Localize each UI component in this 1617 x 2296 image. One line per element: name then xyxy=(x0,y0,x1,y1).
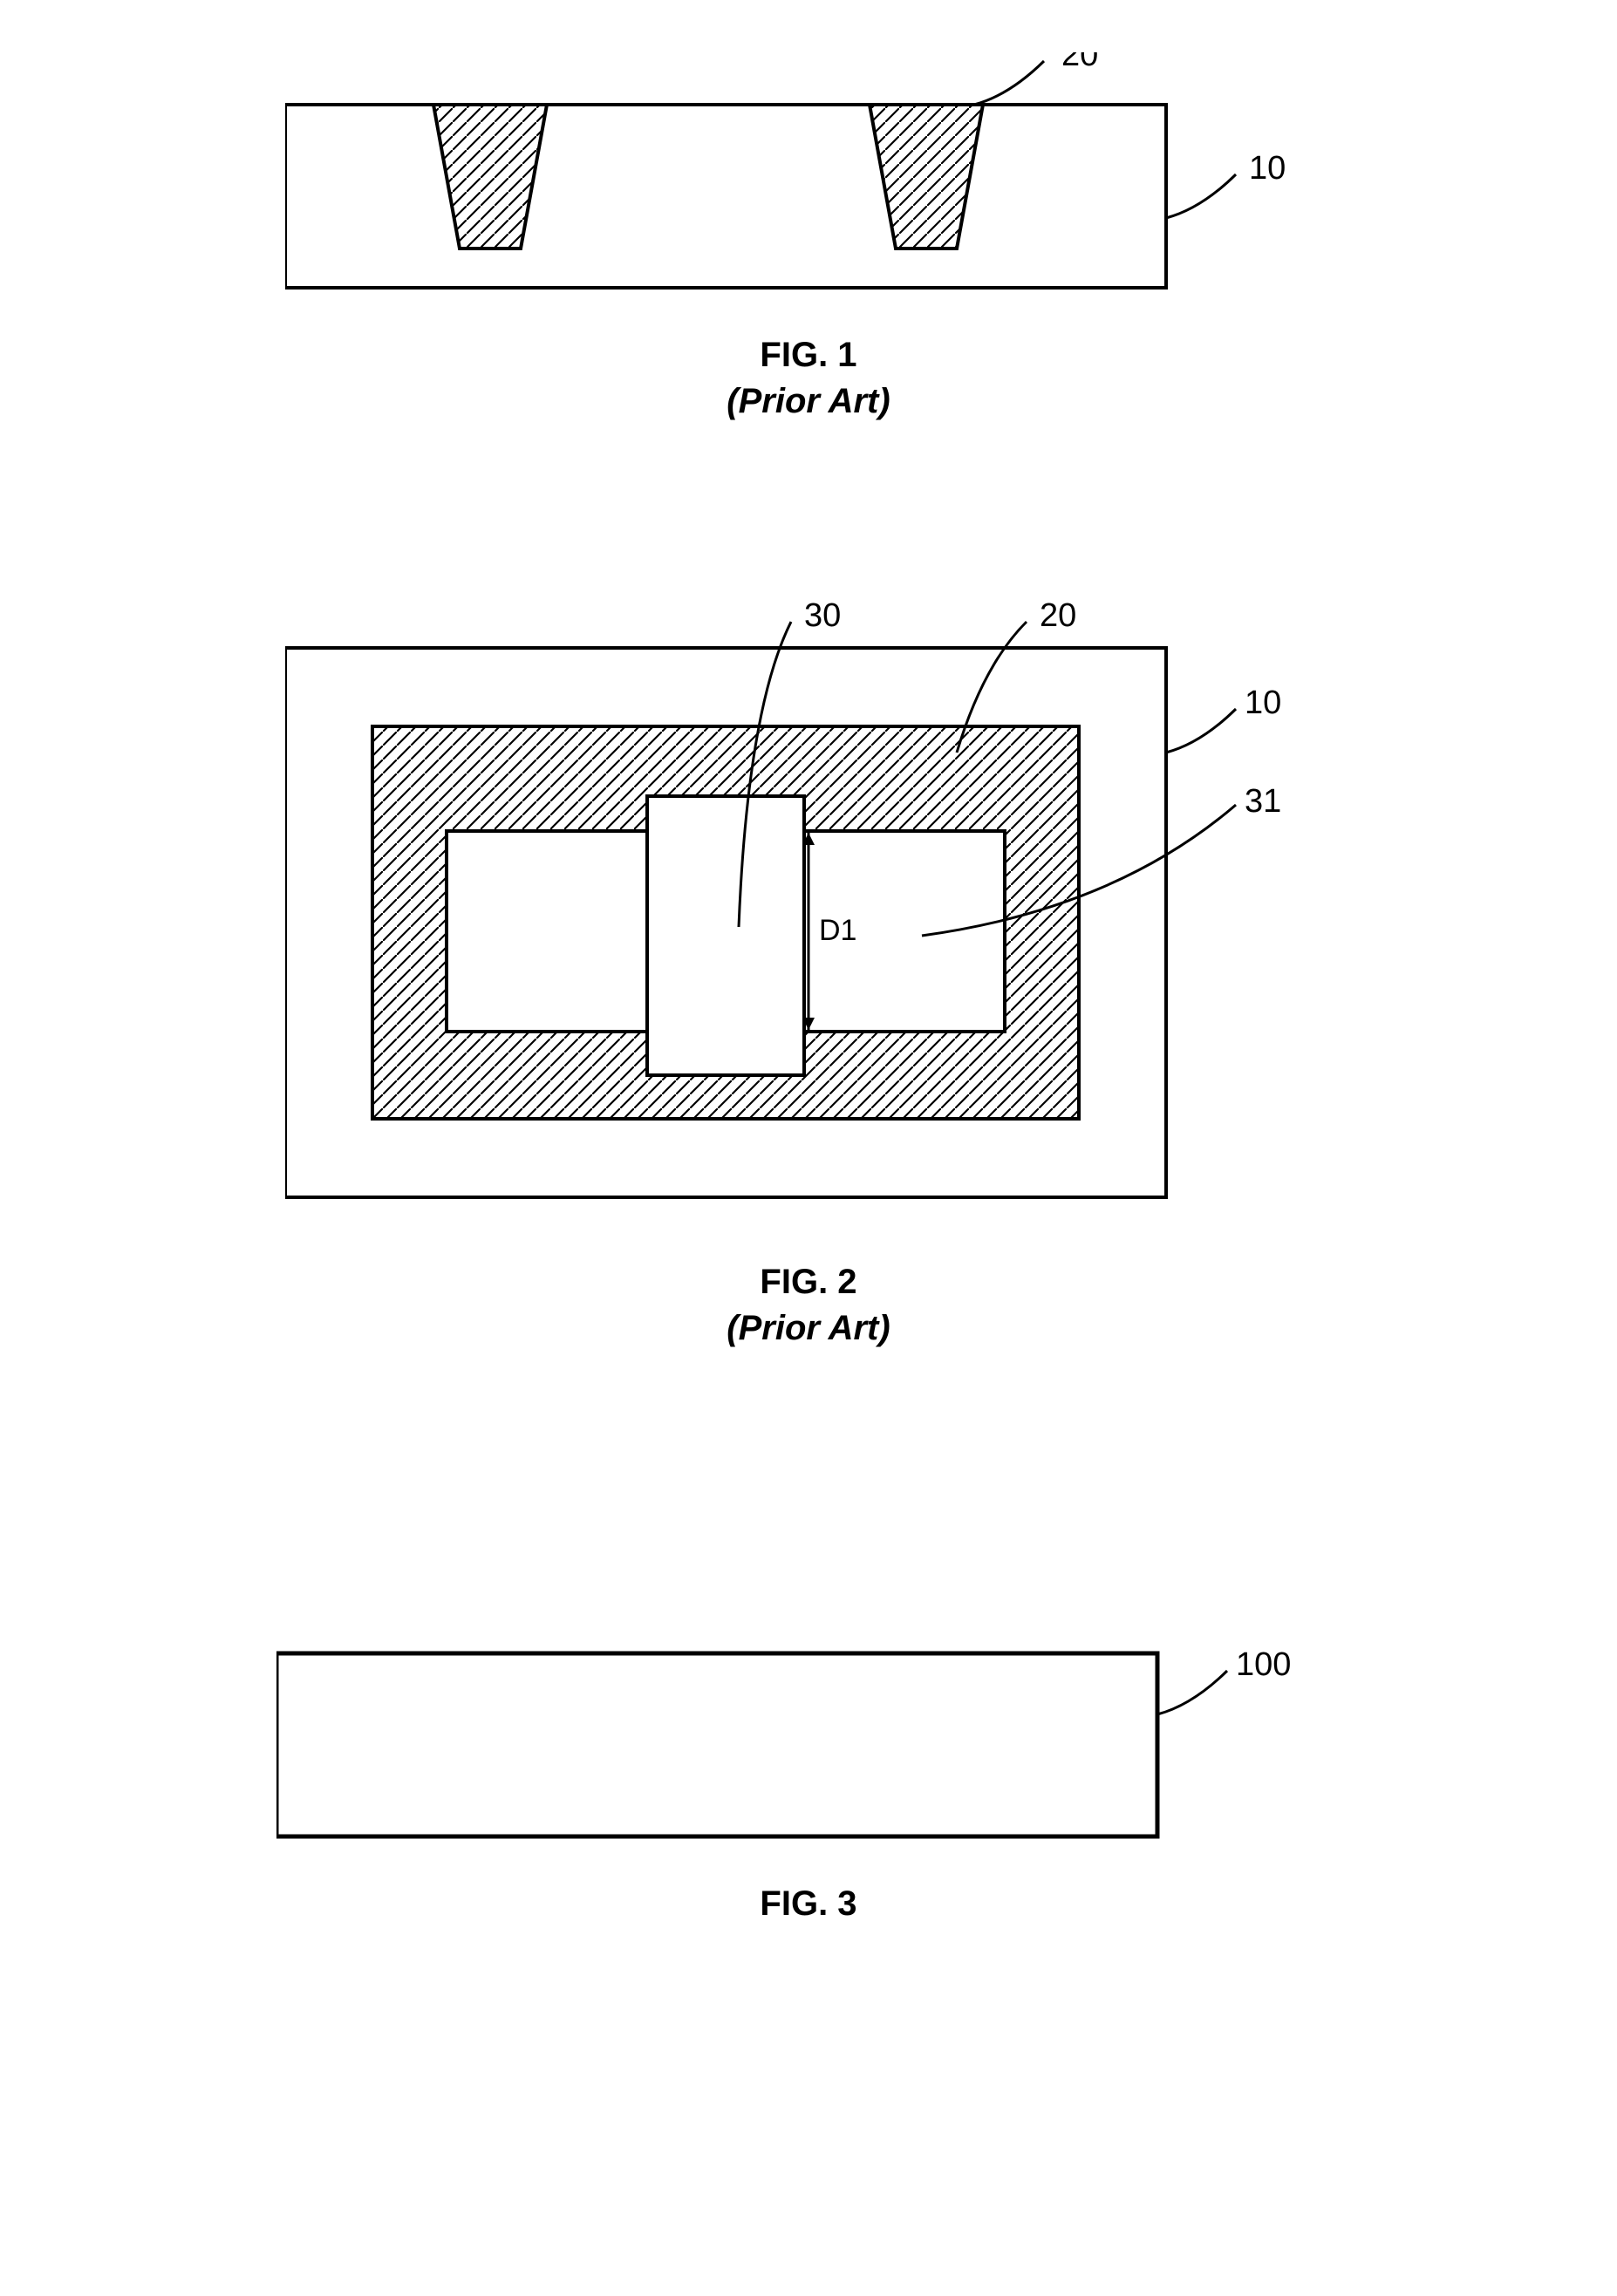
svg-text:10: 10 xyxy=(1249,150,1286,187)
figure-1-caption: FIG. 1 xyxy=(760,336,856,375)
figure-1-block: 2010 FIG. 1 (Prior Art) xyxy=(285,52,1332,421)
svg-text:10: 10 xyxy=(1245,685,1281,721)
figure-2-subcaption: (Prior Art) xyxy=(727,1309,890,1348)
svg-text:30: 30 xyxy=(804,597,841,634)
svg-text:D1: D1 xyxy=(819,914,856,947)
svg-text:31: 31 xyxy=(1245,783,1281,820)
figure-3-svg: 100 xyxy=(276,1610,1341,1863)
svg-text:20: 20 xyxy=(1040,597,1076,634)
figure-2-caption: FIG. 2 xyxy=(760,1263,856,1302)
page: 2010 FIG. 1 (Prior Art) 30201031D1 FIG. … xyxy=(0,52,1617,2011)
figure-2-svg: 30 20 10 31 D1 xyxy=(285,578,1332,1241)
figure-1-svg: 2010 xyxy=(285,52,1332,314)
svg-text:20: 20 xyxy=(1061,52,1098,73)
figure-2-block: 30 20 10 31 D1 FIG. 2 (Prior Art) xyxy=(285,578,1332,1348)
figure-1-subcaption: (Prior Art) xyxy=(727,382,890,421)
svg-text:100: 100 xyxy=(1236,1646,1291,1683)
figure-3-caption: FIG. 3 xyxy=(760,1884,856,1924)
figure-3-block: 100 FIG. 3 xyxy=(276,1610,1341,1924)
